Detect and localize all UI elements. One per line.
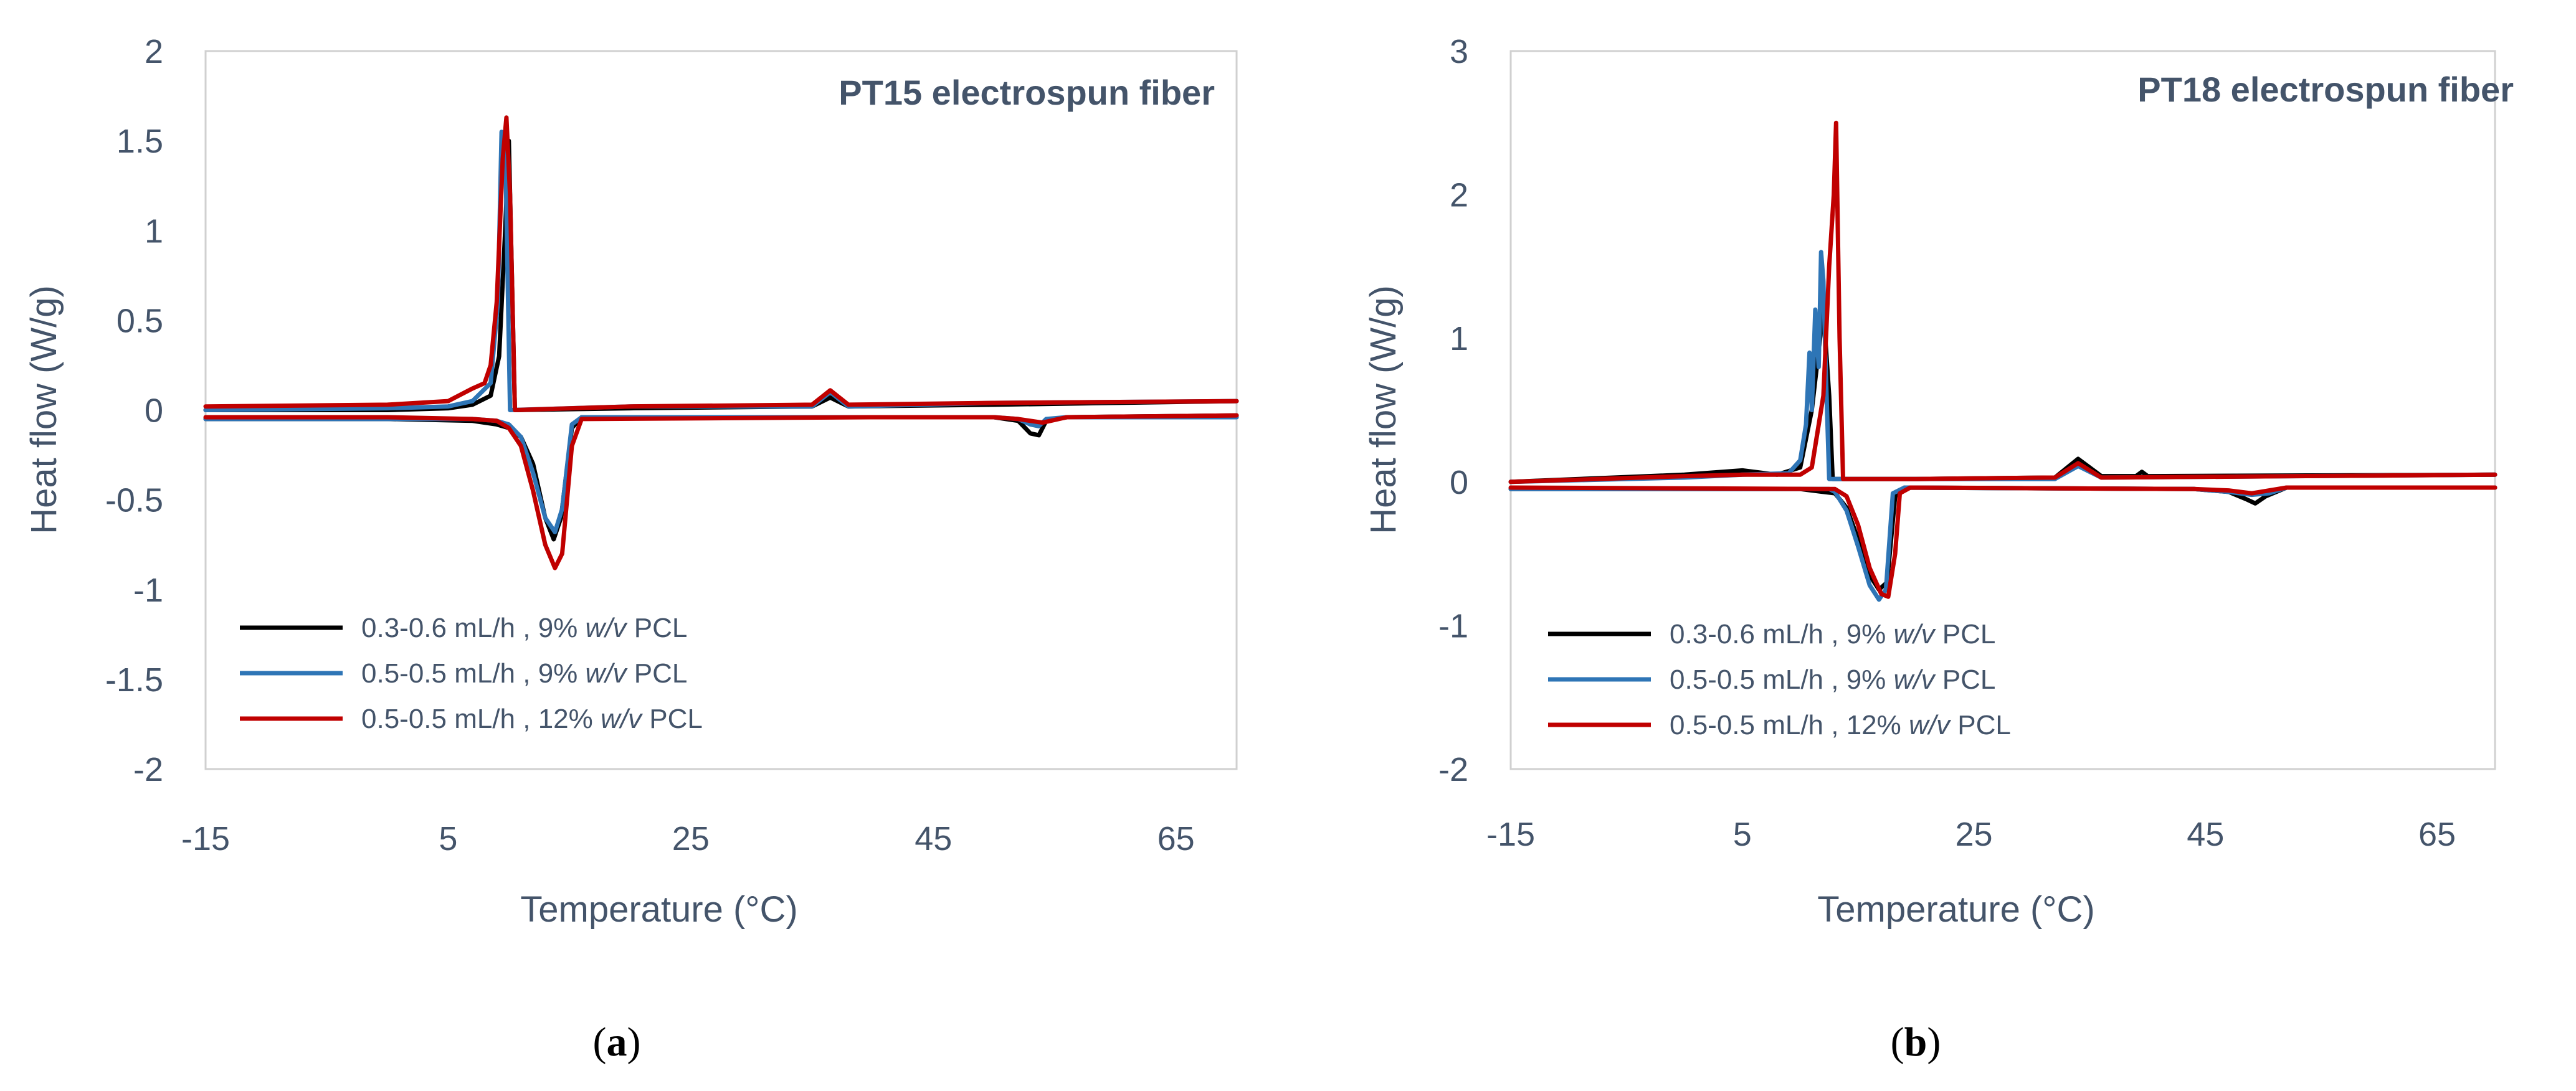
panel-b-title: PT18 electrospun fiber [2137,70,2514,109]
panel-b-caption: (b) [1891,1019,1941,1065]
panel-a-legend-suffix: PCL [642,704,703,734]
panel-a-x-tick-label: 5 [439,820,457,857]
panel-b-y-tick-label: -1 [1438,607,1468,645]
panel-a-legend-label: 0.5-0.5 mL/h , 12% [361,704,601,734]
panel-b-legend-label: 0.5-0.5 mL/h , 9% [1670,664,1894,695]
panel-a-y-tick-label: 1.5 [116,123,163,160]
panel-b-x-tick-label: 5 [1733,816,1752,853]
panel-b-legend-suffix: PCL [1950,710,2011,740]
panel-b-x-tick-label: 45 [2187,816,2224,853]
panel-a-legend-suffix: PCL [627,613,688,643]
panel-a-y-tick-label: 2 [145,33,163,70]
panel-a-caption-letter: a [607,1019,627,1065]
panel-a-legend-italic: w/v [586,613,629,643]
panel-a-y-tick-label: -2 [133,751,163,788]
panel-b-legend-italic: w/v [1894,619,1937,649]
panel-a-y-tick-label: -0.5 [105,482,163,519]
panel-b-y-tick-label: -2 [1438,751,1468,788]
panel-b-x-tick-label: -15 [1486,816,1535,853]
panel-a-series-2-upper-line [203,130,1239,412]
panel-b-legend-italic: w/v [1894,664,1937,695]
panel-a-legend-italic: w/v [601,704,644,734]
panel-a-chart: 2 1.5 1 0.5 0 -0.5 -1 -1.5 -2 -15 5 25 45 65 PT15 el… [24,33,1239,1065]
panel-a-caption: (a) [593,1019,641,1065]
panel-a-y-tick-label: 0.5 [116,302,163,339]
panel-a-title: PT15 electrospun fiber [839,73,1215,112]
panel-a-y-tick-label: 0 [145,392,163,430]
panel-b-series-2-lower-line [1508,485,2498,602]
panel-a-y-tick-label: -1 [133,572,163,609]
panel-a-legend-label: 0.3-0.6 mL/h , 9% [361,613,586,643]
panel-b-y-tick-label: 2 [1450,177,1468,214]
panel-b-legend-label: 0.3-0.6 mL/h , 9% [1670,619,1894,649]
panel-b-series-2-upper-line [1508,250,2498,484]
panel-b-legend-entry-1: 0.3-0.6 mL/h , 9% w/v PCL [1670,619,1995,649]
panel-a-series-2-lower-line [203,415,1239,534]
panel-b-chart: 3 2 1 0 -1 -2 -15 5 25 45 65 PT18 electrospun fib… [1363,33,2514,1065]
panel-a-x-tick-label: 45 [915,820,952,857]
panel-a-legend-entry-2: 0.5-0.5 mL/h , 9% w/v PCL [361,658,687,689]
panel-a-series-3-upper-line [203,115,1239,412]
panel-a-x-tick-label: -15 [181,820,230,857]
panel-a-x-tick-label: 25 [672,820,710,857]
panel-a-series-3-lower-line [203,413,1239,570]
panel-a-legend-entry-3: 0.5-0.5 mL/h , 12% w/v PCL [361,704,703,734]
panel-a-y-axis-title: Heat flow (W/g) [24,285,64,534]
panel-a-legend-italic: w/v [586,658,629,689]
panel-b-y-tick-label: 0 [1450,464,1468,501]
panel-b-y-tick-label: 3 [1450,33,1468,70]
panel-b-legend-suffix: PCL [1935,619,1996,649]
panel-a-y-tick-label: -1.5 [105,661,163,699]
panel-a-series-1-lower-line [203,413,1239,542]
panel-b-x-axis-title: Temperature (°C) [1817,889,2094,930]
panel-b-legend-suffix: PCL [1935,664,1996,695]
panel-b-x-tick-label: 25 [1955,816,1992,853]
panel-b-series-3-lower-line [1508,485,2498,599]
panel-b-legend-entry-2: 0.5-0.5 mL/h , 9% w/v PCL [1670,664,1995,695]
panel-b-legend-label: 0.5-0.5 mL/h , 12% [1670,710,1909,740]
panel-b-plot-area [1509,50,2496,770]
panel-b-legend-entry-3: 0.5-0.5 mL/h , 12% w/v PCL [1670,710,2011,740]
panel-b-y-tick-label: 1 [1450,320,1468,357]
panel-a-legend-suffix: PCL [627,658,688,689]
panel-a-y-tick-label: 1 [145,212,163,250]
panel-a-legend-label: 0.5-0.5 mL/h , 9% [361,658,586,689]
panel-b-legend-italic: w/v [1909,710,1952,740]
panel-b-series-3-upper-line [1508,120,2498,484]
panel-b-y-axis-title: Heat flow (W/g) [1363,285,1404,534]
panel-a-series-1-upper-line [203,138,1239,412]
panel-b-series-1-upper-line [1508,307,2498,484]
panel-a-legend-entry-1: 0.3-0.6 mL/h , 9% w/v PCL [361,613,687,643]
panel-a-x-tick-label: 65 [1157,820,1195,857]
panel-b-x-tick-label: 65 [2418,816,2456,853]
panel-a-x-axis-title: Temperature (°C) [520,889,797,930]
panel-b-caption-letter: b [1904,1019,1927,1065]
panel-b-series-1-lower-line [1508,485,2498,592]
